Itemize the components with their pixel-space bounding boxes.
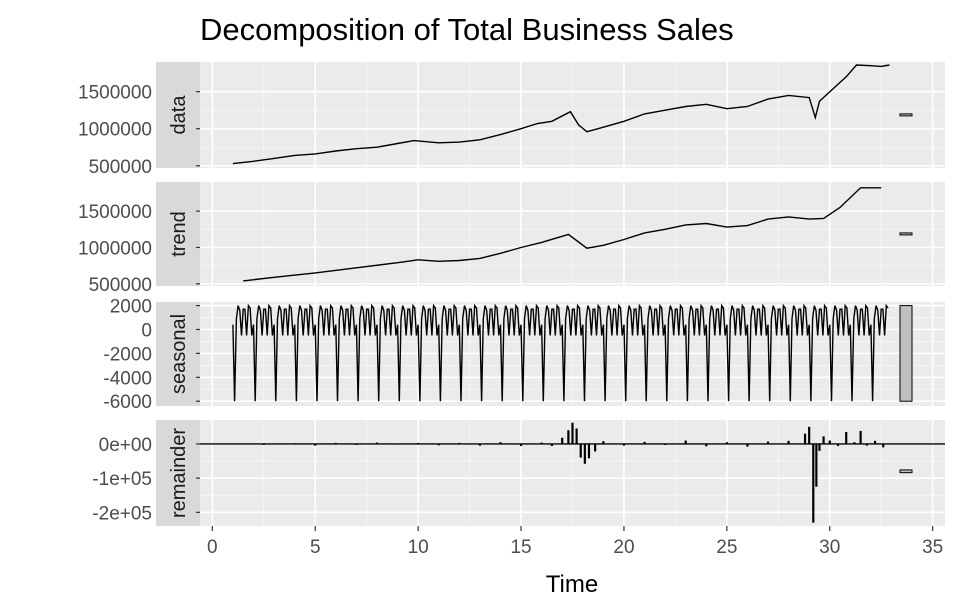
- strip-trend: [156, 182, 200, 286]
- y-tick-label: -6000: [103, 392, 152, 413]
- x-tick-label: 10: [408, 537, 429, 558]
- y-tick-label: -4000: [103, 368, 152, 389]
- y-tick-label: 1000000: [78, 238, 152, 259]
- chart-title: Decomposition of Total Business Sales: [200, 12, 734, 47]
- series-line-data: [232, 64, 890, 165]
- range-bar-trend: [899, 232, 913, 236]
- x-tick-label: 0: [207, 537, 218, 558]
- panel-trend: trend 500000 1000000 1500000: [78, 182, 945, 296]
- strip-data: [156, 62, 200, 168]
- y-tick-label: 1000000: [78, 120, 152, 141]
- strip-remainder: [156, 420, 200, 526]
- y-tick-label: -2e+05: [92, 503, 152, 524]
- range-bar-data: [899, 113, 913, 117]
- y-tick-label: 1500000: [78, 202, 152, 223]
- strip-label-remainder: remainder: [168, 428, 190, 518]
- x-axis: 0 5 10 15 20 25 30 35: [207, 526, 943, 558]
- strip-label-data: data: [168, 95, 190, 135]
- strip-seasonal: [156, 302, 200, 406]
- y-tick-label: 0e+00: [99, 435, 152, 456]
- x-tick-label: 25: [716, 537, 737, 558]
- series-line-seasonal: [232, 303, 889, 402]
- y-tick-label: 1500000: [78, 83, 152, 104]
- strip-label-seasonal: seasonal: [168, 314, 190, 394]
- range-bar-seasonal: [899, 305, 913, 402]
- series-line-trend: [243, 187, 882, 282]
- y-tick-label: -2000: [103, 344, 152, 365]
- x-tick-label: 35: [922, 537, 943, 558]
- x-tick-label: 30: [819, 537, 840, 558]
- x-tick-label: 20: [613, 537, 634, 558]
- y-tick-label: 500000: [89, 157, 152, 178]
- x-tick-label: 5: [310, 537, 321, 558]
- x-axis-label: Time: [546, 571, 598, 598]
- strip-label-trend: trend: [168, 211, 190, 257]
- x-tick-label: 15: [510, 537, 531, 558]
- y-tick-label: 500000: [89, 275, 152, 296]
- y-tick-label: 2000: [110, 297, 152, 318]
- panels-group: data 500000 1000000 1500000 trend 500000 10000…: [78, 62, 945, 526]
- y-tick-label: 0: [141, 320, 152, 341]
- panel-remainder: remainder 0e+00 -1e+05 -2e+05: [92, 420, 945, 526]
- panel-data: data 500000 1000000 1500000: [78, 62, 945, 178]
- range-bar-remainder: [899, 469, 913, 474]
- y-tick-label: -1e+05: [92, 469, 152, 490]
